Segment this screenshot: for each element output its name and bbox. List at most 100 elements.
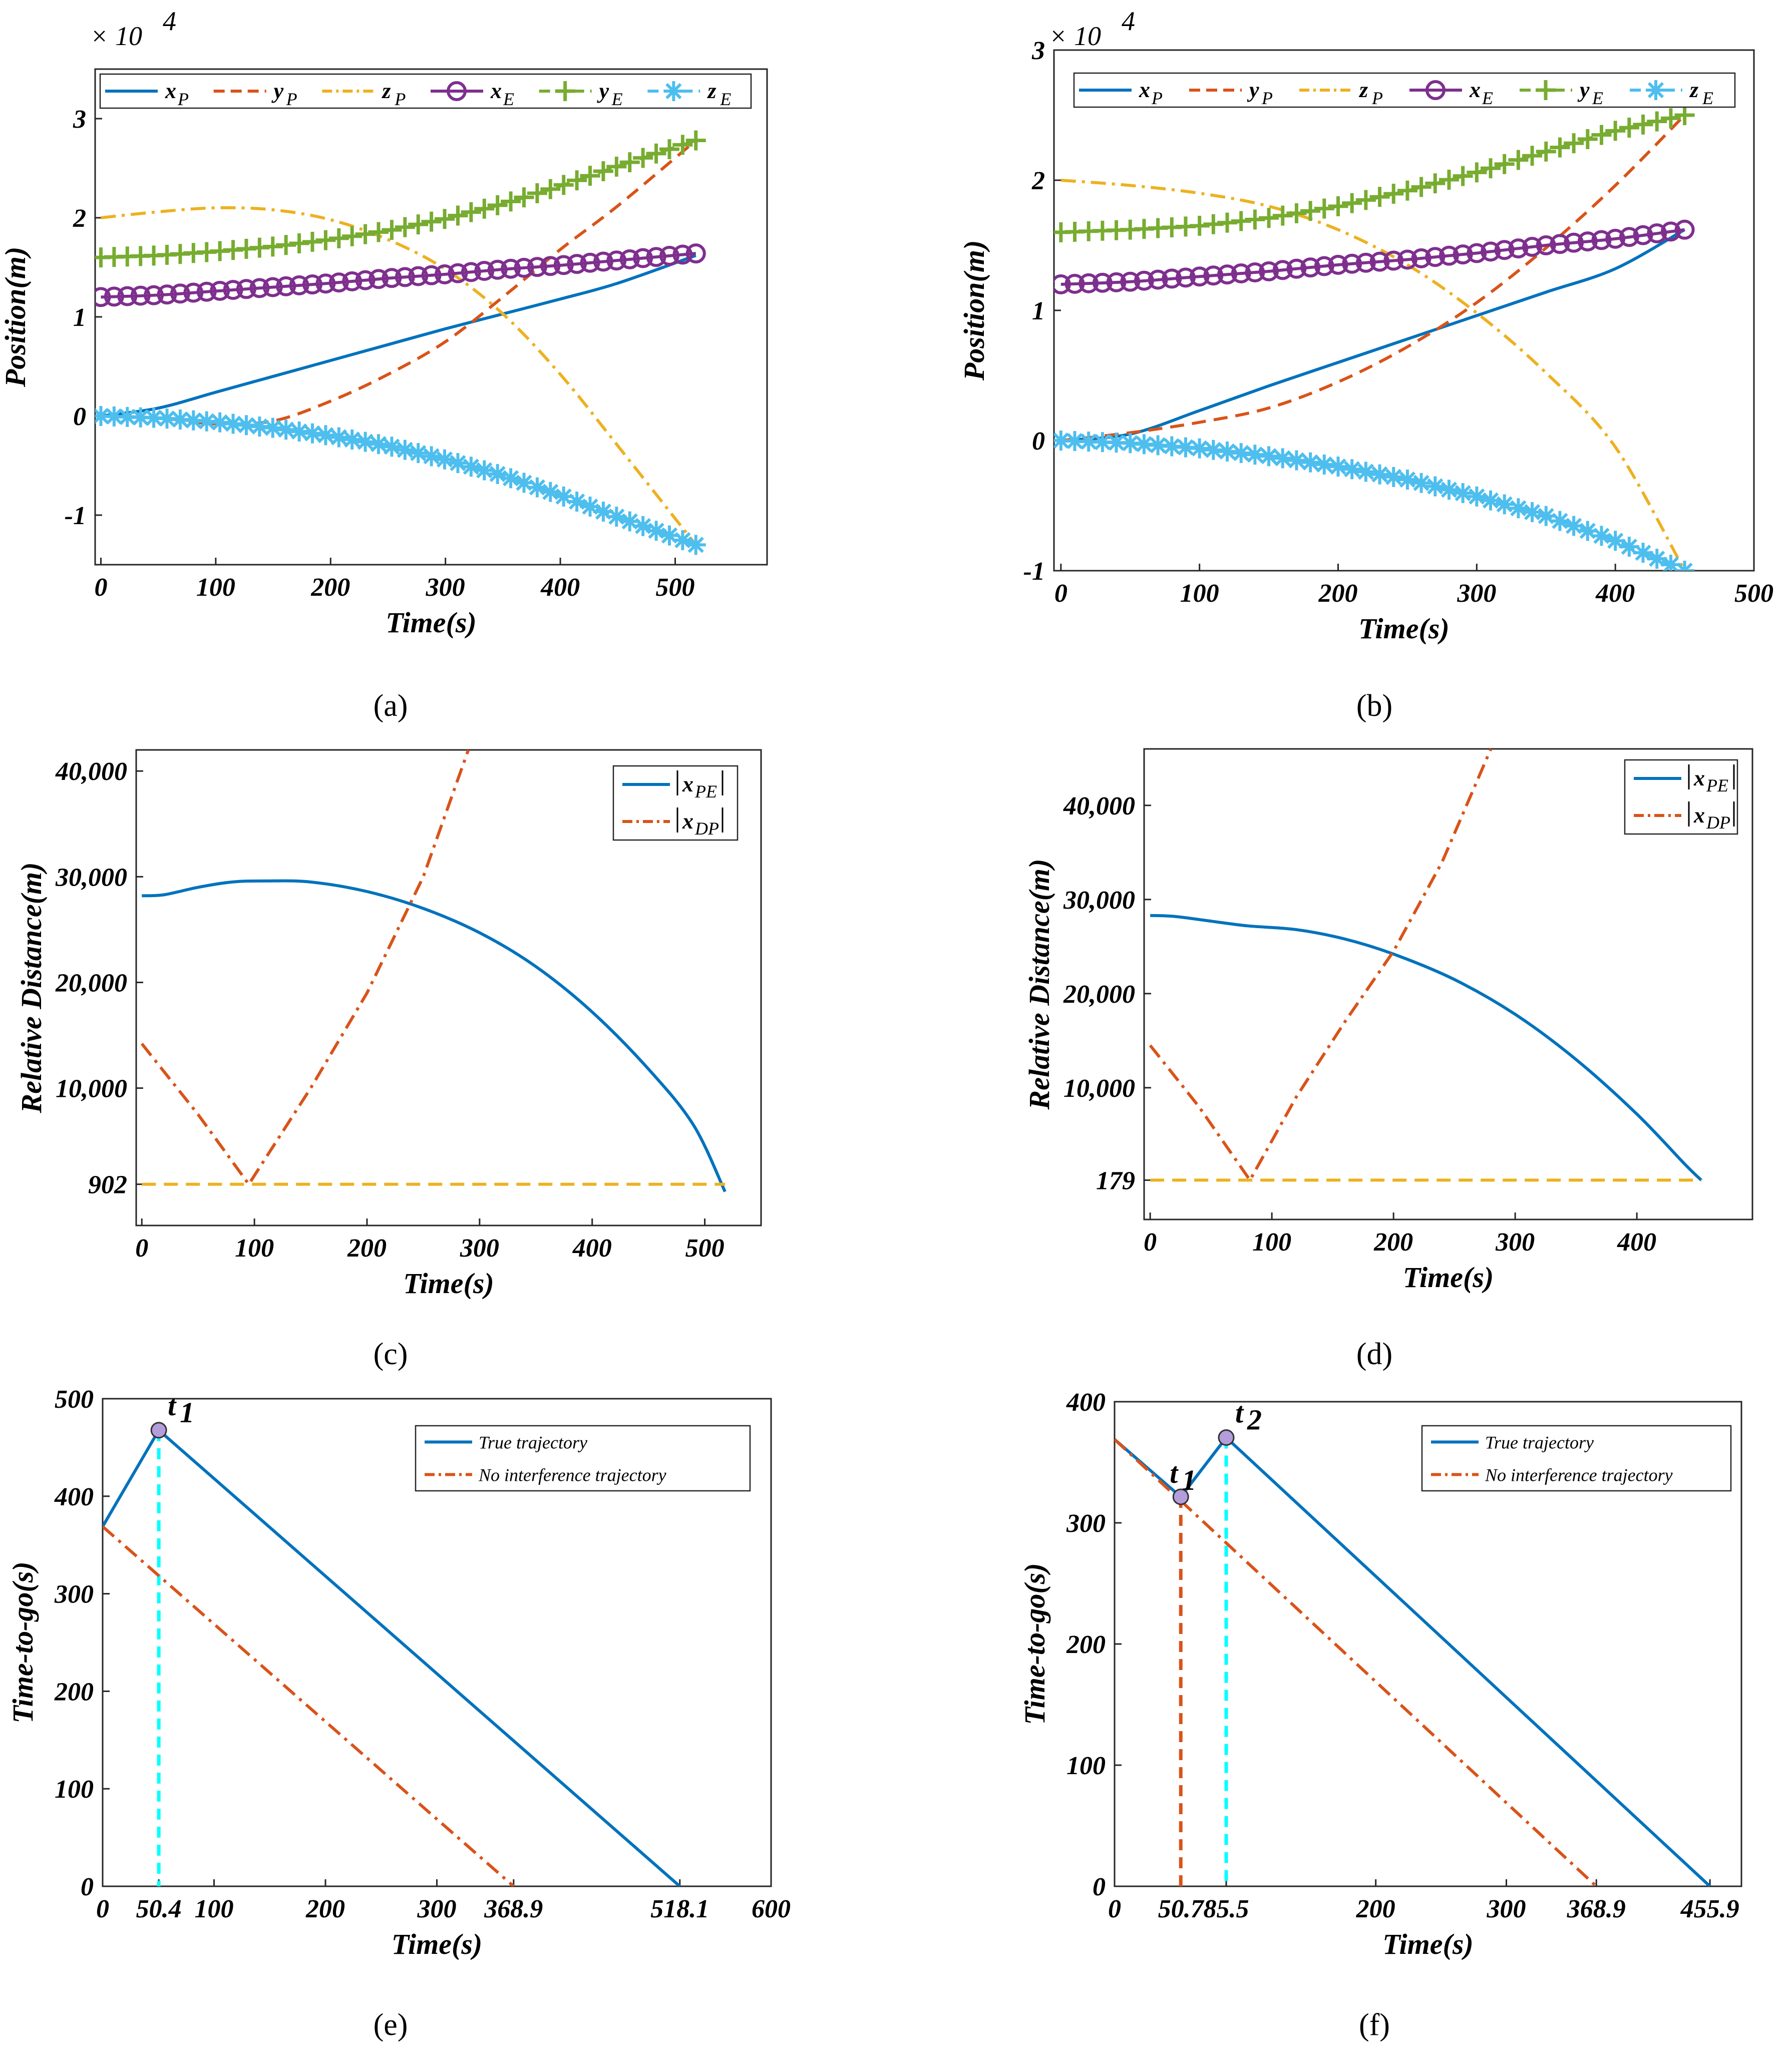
exponent-label: × 10 bbox=[1049, 21, 1101, 51]
legend-marker bbox=[555, 81, 575, 101]
series-marker-ye bbox=[1411, 177, 1431, 197]
x-tick-label: 0 bbox=[96, 1895, 109, 1923]
legend-subscript: E bbox=[1482, 88, 1493, 108]
y-tick-label: 3 bbox=[73, 105, 86, 134]
series-marker-xe bbox=[1550, 234, 1570, 254]
legend-subscript: P bbox=[394, 89, 406, 109]
series-marker-ze bbox=[1550, 511, 1570, 531]
series-marker-ze bbox=[276, 420, 296, 440]
series-marker-xe bbox=[1453, 244, 1473, 265]
chart-panel-b: 0 100 200 300 400 500 -1 0 1 2 3 Time(s) Position(m)… bbox=[958, 6, 1773, 723]
x-tick-label: 200 bbox=[347, 1234, 387, 1263]
y-tick-label: 1 bbox=[73, 303, 86, 332]
x-tick-label: 400 bbox=[1617, 1228, 1656, 1257]
legend-label: No interference trajectory bbox=[478, 1465, 666, 1485]
y-axis-label: Position(m) bbox=[958, 240, 990, 381]
series-line-xp bbox=[1060, 228, 1686, 442]
chart-panel-f: 0 50.7 85.5 200 300 368.9 455.9 0 100 200 300 400 Ti… bbox=[1018, 1388, 1742, 2042]
x-tick-label: 300 bbox=[1457, 579, 1496, 608]
series-marker-ye bbox=[514, 187, 534, 208]
x-tick-label: 455.9 bbox=[1680, 1895, 1739, 1923]
y-axis-label: Time-to-go(s) bbox=[1018, 1563, 1051, 1725]
series-line-xdp bbox=[140, 750, 470, 1187]
series-marker-ze bbox=[1453, 483, 1473, 504]
y-tick-label: 20,000 bbox=[1063, 980, 1135, 1009]
series-marker-ye bbox=[619, 152, 640, 173]
plot-area bbox=[140, 750, 727, 1192]
series-marker-ye bbox=[1550, 137, 1570, 158]
series-marker-xe bbox=[196, 281, 217, 302]
series-marker-xe bbox=[1383, 250, 1404, 271]
series-marker-ze bbox=[527, 477, 547, 498]
series-marker-ye bbox=[1522, 146, 1543, 166]
series-marker-ye bbox=[1481, 158, 1501, 179]
series-marker-xe bbox=[315, 273, 336, 294]
series-marker-ze bbox=[619, 511, 640, 532]
legend-label: y bbox=[1247, 78, 1259, 102]
series-marker-xe bbox=[1162, 268, 1182, 289]
series-marker-xe bbox=[1148, 269, 1168, 290]
series-marker-xe bbox=[1397, 249, 1417, 270]
legend-label: z bbox=[706, 79, 716, 103]
series-marker-ye bbox=[328, 228, 349, 248]
series-marker-xe bbox=[236, 279, 256, 299]
series-marker-ye bbox=[382, 220, 402, 240]
series-marker-ye bbox=[501, 191, 521, 212]
series-marker-ze bbox=[1591, 526, 1612, 546]
series-marker-xe bbox=[1536, 235, 1556, 255]
legend-subscript: P bbox=[1371, 88, 1383, 108]
series-marker-xe bbox=[421, 265, 442, 285]
series-marker-ze bbox=[1633, 543, 1653, 563]
series-marker-ze bbox=[1300, 452, 1321, 473]
legend-label: True trajectory bbox=[479, 1433, 587, 1453]
legend-label: x bbox=[682, 772, 693, 796]
x-axis-label: Time(s) bbox=[403, 1267, 494, 1300]
annotation-subscript: 1 bbox=[1182, 1464, 1196, 1496]
series-marker-ye bbox=[435, 209, 455, 229]
panel-caption: (b) bbox=[1356, 689, 1392, 723]
series-marker-xe bbox=[1508, 238, 1529, 259]
series-marker-ze bbox=[1342, 459, 1362, 480]
chart-panel-d: 0 100 200 300 400 179 10,000 20,000 30,000 40,000… bbox=[1023, 748, 1753, 1371]
series-marker-ze bbox=[183, 410, 204, 431]
series-marker-ze bbox=[130, 407, 151, 428]
series-marker-ze bbox=[157, 408, 177, 429]
y-tick-label: 400 bbox=[1066, 1388, 1106, 1417]
legend-label: y bbox=[597, 79, 609, 103]
x-tick-label: 200 bbox=[1356, 1895, 1395, 1923]
series-marker-xe bbox=[1439, 245, 1459, 266]
series-marker-xe bbox=[342, 271, 363, 291]
legend-label: x bbox=[490, 79, 502, 103]
series-marker-ye bbox=[1286, 203, 1307, 224]
series-marker-ze bbox=[514, 473, 534, 493]
series-marker-ye bbox=[633, 148, 653, 168]
series-marker-xe bbox=[1328, 255, 1348, 275]
series-marker-ze bbox=[474, 460, 495, 481]
series-marker-xe bbox=[685, 243, 706, 264]
y-tick-label: 179 bbox=[1096, 1166, 1135, 1195]
series-marker-xe bbox=[1079, 273, 1099, 293]
series-marker-ye bbox=[1619, 117, 1639, 138]
series-marker-ze bbox=[117, 406, 138, 427]
series-marker-ze bbox=[1674, 561, 1695, 571]
panel-caption: (c) bbox=[374, 1337, 408, 1371]
series-marker-ze bbox=[1397, 470, 1417, 490]
series-marker-ye bbox=[1467, 162, 1487, 183]
series-marker-ze bbox=[249, 416, 270, 437]
series-marker-ze bbox=[369, 434, 389, 455]
y-tick-label: 0 bbox=[73, 402, 86, 431]
y-axis-label: Position(m) bbox=[0, 247, 32, 387]
series-marker-xe bbox=[408, 266, 429, 286]
series-marker-ze bbox=[685, 535, 706, 555]
series-marker-ze bbox=[1619, 537, 1639, 557]
series-line-nointerferencetrajectory bbox=[1115, 1438, 1598, 1886]
series-marker-xe bbox=[1134, 270, 1154, 291]
series-marker-ye bbox=[1564, 133, 1584, 154]
x-tick-label: 0 bbox=[135, 1234, 148, 1263]
series-marker-xe bbox=[355, 270, 376, 290]
series-marker-xe bbox=[1175, 267, 1196, 288]
panel-caption: (f) bbox=[1359, 2008, 1390, 2042]
x-tick-label: 200 bbox=[305, 1895, 345, 1923]
series-marker-ze bbox=[1272, 448, 1293, 469]
series-marker-ye bbox=[421, 211, 442, 232]
